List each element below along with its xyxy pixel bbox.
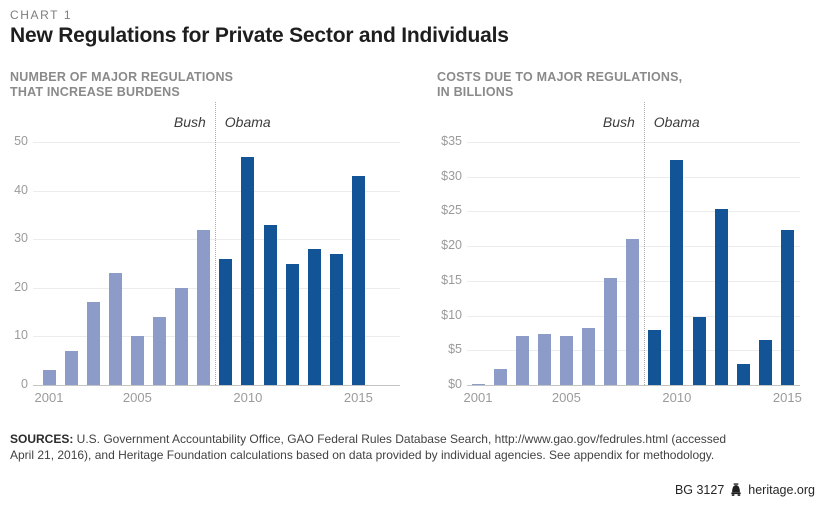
x-axis-tick-label: 2005 bbox=[122, 390, 152, 405]
bar-2001 bbox=[42, 370, 56, 385]
gridline-25 bbox=[467, 211, 800, 213]
left-chart-subtitle-line2: THAT INCREASE BURDENS bbox=[10, 85, 180, 99]
era-label-bush: Bush bbox=[602, 114, 635, 130]
gridline-40 bbox=[33, 190, 400, 192]
liberty-bell-icon bbox=[731, 483, 741, 496]
x-axis-tick-label: 2001 bbox=[463, 390, 493, 405]
bar-2009 bbox=[219, 258, 233, 385]
y-axis-tick-label: 10 bbox=[14, 328, 28, 343]
bar-2002 bbox=[493, 369, 507, 385]
bar-2013 bbox=[736, 363, 750, 385]
y-axis-tick-label: $15 bbox=[441, 272, 462, 287]
gridline-20 bbox=[33, 287, 400, 289]
sources-line2: April 21, 2016), and Heritage Foundation… bbox=[10, 447, 715, 462]
bar-2003 bbox=[515, 336, 529, 385]
bar-2002 bbox=[64, 351, 78, 385]
bar-chart-regulation-costs: $0 $5 $10 $15 $20 $25 $30 $35 Bush Obama 2001 2005 2… bbox=[420, 102, 805, 412]
era-label-obama: Obama bbox=[653, 114, 700, 130]
x-axis-tick-label: 2015 bbox=[772, 390, 802, 405]
x-axis-line bbox=[33, 385, 400, 386]
y-axis-tick-label: 30 bbox=[14, 231, 28, 246]
x-axis-tick-label: 2001 bbox=[34, 390, 64, 405]
bar-2014 bbox=[758, 339, 772, 385]
era-divider-line bbox=[643, 102, 645, 385]
bar-2015 bbox=[351, 176, 365, 385]
left-chart-subtitle-line1: NUMBER OF MAJOR REGULATIONS bbox=[10, 70, 234, 84]
gridline-30 bbox=[33, 239, 400, 241]
y-axis-tick-label: $5 bbox=[448, 342, 462, 357]
y-axis-tick-label: 40 bbox=[14, 182, 28, 197]
bar-2006 bbox=[153, 317, 166, 385]
x-axis-tick-label: 2005 bbox=[551, 390, 581, 405]
sources-text1: U.S. Government Accountability Office, G… bbox=[73, 432, 727, 446]
bar-2007 bbox=[175, 287, 189, 385]
sources-label: SOURCES: bbox=[10, 432, 74, 446]
bar-2008 bbox=[626, 239, 640, 385]
y-axis-tick-label: $0 bbox=[448, 377, 462, 391]
bar-2005 bbox=[559, 336, 573, 385]
y-axis-tick-label: 20 bbox=[14, 279, 28, 294]
x-axis-tick-label: 2015 bbox=[343, 390, 373, 405]
right-chart-subtitle-line2: IN BILLIONS bbox=[437, 85, 514, 99]
right-chart-subtitle-line1: COSTS DUE TO MAJOR REGULATIONS, bbox=[437, 70, 683, 84]
y-axis-tick-label: $10 bbox=[441, 307, 462, 322]
bar-2003 bbox=[86, 302, 100, 385]
bar-2005 bbox=[130, 336, 144, 385]
bar-chart-regulation-count: 0 10 20 30 40 50 Bush Obama 2001 2005 2010 2015 bbox=[10, 102, 410, 412]
right-chart-subtitle: COSTS DUE TO MAJOR REGULATIONS, IN BILLI… bbox=[437, 70, 682, 100]
y-axis-tick-label: $35 bbox=[441, 134, 462, 148]
bar-2013 bbox=[307, 248, 321, 385]
left-chart-subtitle: NUMBER OF MAJOR REGULATIONS THAT INCREAS… bbox=[10, 70, 233, 100]
bar-2015 bbox=[780, 230, 794, 385]
document-id: BG 3127 bbox=[674, 483, 725, 497]
bar-2012 bbox=[285, 263, 299, 385]
bar-2001 bbox=[471, 384, 485, 385]
y-axis-tick-label: $30 bbox=[441, 168, 462, 183]
y-axis-tick-label: 50 bbox=[14, 134, 28, 148]
gridline-35 bbox=[467, 142, 800, 143]
footer-branding: BG 3127 heritage.org bbox=[675, 483, 815, 497]
bar-2004 bbox=[537, 334, 551, 385]
gridline-50 bbox=[33, 142, 400, 143]
y-axis-tick-label: $25 bbox=[441, 203, 462, 218]
bar-2009 bbox=[648, 329, 662, 385]
bar-2014 bbox=[329, 253, 343, 385]
site-link: heritage.org bbox=[748, 483, 815, 497]
chart-eyebrow: CHART 1 bbox=[10, 8, 73, 22]
bar-2004 bbox=[108, 273, 122, 385]
gridline-10 bbox=[33, 336, 400, 338]
bar-2010 bbox=[241, 156, 255, 385]
bar-2007 bbox=[604, 278, 618, 385]
y-axis-tick-label: $20 bbox=[441, 238, 462, 253]
sources-line1: SOURCES: U.S. Government Accountability … bbox=[10, 432, 818, 448]
bar-2008 bbox=[197, 229, 211, 385]
x-axis-tick-label: 2010 bbox=[662, 390, 692, 405]
bar-2011 bbox=[692, 317, 706, 385]
x-axis-line bbox=[467, 385, 800, 386]
bar-2010 bbox=[670, 160, 684, 385]
y-axis-tick-label: 0 bbox=[21, 377, 28, 391]
era-label-bush: Bush bbox=[173, 114, 206, 130]
page-title: New Regulations for Private Sector and I… bbox=[10, 24, 509, 47]
era-divider-line bbox=[214, 102, 216, 385]
era-label-obama: Obama bbox=[224, 114, 271, 130]
sources-note: SOURCES: U.S. Government Accountability … bbox=[10, 432, 818, 463]
gridline-30 bbox=[467, 176, 800, 178]
x-axis-tick-label: 2010 bbox=[233, 390, 263, 405]
bar-2011 bbox=[263, 224, 277, 385]
bar-2012 bbox=[714, 208, 728, 385]
bar-2006 bbox=[582, 328, 595, 385]
